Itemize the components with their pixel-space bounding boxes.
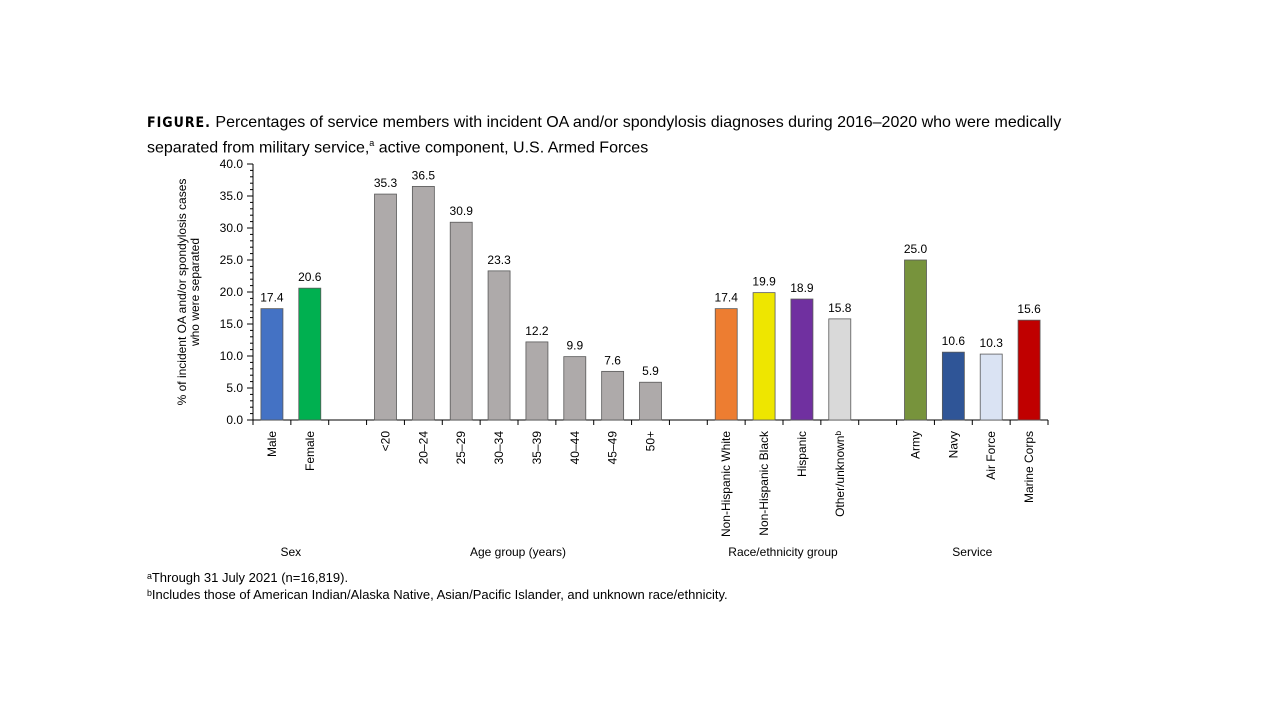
bar <box>563 356 587 421</box>
x-tick-label: 50+ <box>644 431 658 451</box>
title-text-end: active component, U.S. Armed Forces <box>374 139 649 157</box>
x-tick-label: 35–39 <box>530 431 544 465</box>
x-tick-label: Non-Hispanic White <box>719 431 733 537</box>
data-label: 5.9 <box>642 364 659 378</box>
bar <box>487 270 511 421</box>
x-tick-label: Female <box>303 431 317 471</box>
bar <box>601 370 625 421</box>
data-label: 23.3 <box>487 253 511 267</box>
bar <box>525 341 549 421</box>
x-tick-label: Non-Hispanic Black <box>757 430 771 536</box>
title-footnote-mark: a <box>369 138 375 148</box>
bar <box>298 287 322 421</box>
footnote-b: ᵇIncludes those of American Indian/Alask… <box>147 587 728 602</box>
x-tick-label: 40–44 <box>568 431 582 465</box>
y-tick-label: 10.0 <box>220 349 244 363</box>
x-tick-label: 45–49 <box>606 431 620 465</box>
data-label: 10.3 <box>980 336 1004 350</box>
data-label: 7.6 <box>604 353 621 367</box>
data-label: 35.3 <box>374 176 398 190</box>
bar <box>828 318 852 421</box>
bar <box>904 259 927 421</box>
bar <box>374 193 397 421</box>
bar <box>979 353 1003 421</box>
data-label: 17.4 <box>715 291 739 305</box>
bar <box>1017 319 1041 421</box>
x-tick-label: Air Force <box>984 431 998 480</box>
x-tick-label: 30–34 <box>492 431 506 465</box>
data-label: 10.6 <box>942 334 966 348</box>
x-tick-label: Hispanic <box>795 431 809 477</box>
y-tick-label: 25.0 <box>220 253 244 267</box>
y-tick-label: 15.0 <box>220 317 244 331</box>
y-tick-label: 0.0 <box>226 413 243 427</box>
chart-title: FIGURE. Percentages of service members w… <box>147 113 1127 158</box>
data-label: 36.5 <box>412 168 436 182</box>
x-tick-label: Marine Corps <box>1022 431 1036 503</box>
data-label: 9.9 <box>566 339 583 353</box>
bar <box>790 298 814 421</box>
y-axis-label: % of incident OA and/or spondylosis case… <box>175 179 202 406</box>
data-label: 15.6 <box>1017 302 1041 316</box>
x-tick-label: Navy <box>946 431 960 458</box>
y-tick-label: 20.0 <box>220 285 244 299</box>
group-label: Sex <box>281 545 302 559</box>
x-tick-label: Male <box>265 431 279 457</box>
footnote-a: ᵃThrough 31 July 2021 (n=16,819). <box>147 570 349 585</box>
bar <box>752 292 776 421</box>
x-tick-label: 20–24 <box>416 431 430 465</box>
x-tick-label: <20 <box>379 431 393 452</box>
data-label: 19.9 <box>752 275 776 289</box>
y-tick-label: 40.0 <box>220 157 244 171</box>
data-label: 12.2 <box>525 324 549 338</box>
y-tick-label: 35.0 <box>220 189 244 203</box>
x-tick-label: Army <box>909 431 923 459</box>
y-tick-label: 30.0 <box>220 221 244 235</box>
data-label: 15.8 <box>828 301 852 315</box>
data-label: 17.4 <box>260 291 284 305</box>
bar <box>714 308 738 421</box>
bar <box>639 381 662 421</box>
data-label: 30.9 <box>450 204 474 218</box>
bar <box>449 221 473 421</box>
y-axis-label-line: who were separated <box>188 238 202 347</box>
group-label: Age group (years) <box>470 545 566 559</box>
data-label: 18.9 <box>790 281 814 295</box>
title-text: Percentages of service members with inci… <box>147 114 1062 157</box>
bar <box>941 351 965 421</box>
x-tick-label: 25–29 <box>454 431 468 465</box>
bar <box>260 308 284 421</box>
y-axis-label-line: % of incident OA and/or spondylosis case… <box>175 179 189 406</box>
data-label: 20.6 <box>298 270 322 284</box>
group-label: Service <box>952 545 992 559</box>
y-tick-label: 5.0 <box>226 381 243 395</box>
bar <box>411 185 435 421</box>
group-label: Race/ethnicity group <box>728 545 838 559</box>
figure-label: FIGURE. <box>147 115 211 131</box>
data-label: 25.0 <box>904 242 928 256</box>
x-tick-label: Other/unknownᵇ <box>833 431 847 517</box>
